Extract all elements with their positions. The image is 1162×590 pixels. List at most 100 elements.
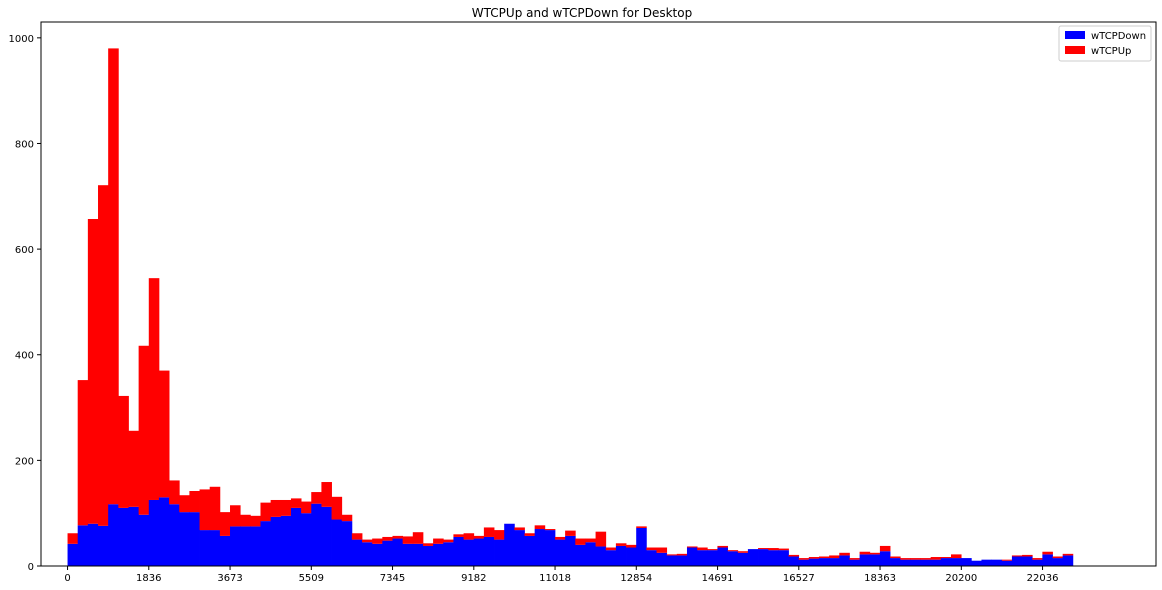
bar-wtcpdown [961,558,972,566]
bar-wtcpup [1001,559,1013,561]
legend-swatch-wtcpdown [1065,31,1085,39]
bar-wtcpdown [595,546,607,566]
bar-wtcpup [270,499,282,517]
bar-wtcpup [808,557,820,559]
bar-wtcpup [209,486,221,531]
bar-wtcpdown [1022,556,1033,566]
y-tick-label: 600 [15,245,34,256]
bar-wtcpup [341,514,353,522]
bar-wtcpup [615,543,627,546]
bar-wtcpup [331,496,343,520]
bar-wtcpdown [138,514,150,566]
x-tick-label: 7345 [380,573,405,584]
bar-wtcpup [554,536,566,540]
bar-wtcpdown [412,543,424,566]
bar-wtcpup [311,492,322,504]
bar-wtcpup [392,535,404,539]
bar-wtcpdown [362,542,373,566]
bar-wtcpdown [656,552,668,566]
bar-wtcpup [1052,556,1064,559]
y-tick-label: 0 [28,562,34,573]
bar-wtcpup [260,502,272,522]
bar-wtcpdown [179,512,190,566]
bar-wtcpup [940,557,952,559]
bar-wtcpup [483,527,495,537]
bar-wtcpdown [646,550,657,566]
bar-wtcpdown [1042,554,1053,566]
x-tick-label: 22036 [1027,573,1059,584]
bar-wtcpdown [890,558,901,566]
bar-wtcpup [544,529,556,531]
bar-wtcpup [595,531,607,547]
bar-wtcpup [920,558,932,560]
bar-wtcpup [788,554,800,557]
bar-wtcpup [290,498,302,508]
bar-wtcpup [758,548,769,550]
x-tick-label: 3673 [217,573,242,584]
bar-wtcpup [849,558,860,560]
bar-wtcpdown [991,559,1003,566]
bar-wtcpup [473,535,485,539]
bar-wtcpup [443,539,454,543]
bar-wtcpdown [504,523,515,566]
bar-wtcpup [829,555,840,559]
legend: wTCPDown wTCPUp [1058,25,1152,62]
bar-wtcpdown [1032,559,1043,566]
bar-wtcpdown [910,559,921,566]
bar-wtcpup [900,558,911,560]
bar-wtcpdown [626,547,637,566]
bar-wtcpup [869,552,881,555]
y-tick-label: 1000 [9,34,34,45]
bar-wtcpdown [686,547,698,566]
bar-wtcpdown [443,542,454,566]
bar-wtcpup [818,556,830,559]
bar-wtcpup [514,527,525,531]
bar-wtcpup [433,538,444,544]
bar-wtcpup [839,552,850,556]
bar-wtcpdown [778,550,789,566]
bar-wtcpdown [676,555,688,566]
bar-wtcpup [67,533,79,544]
x-tick-label: 5509 [299,573,324,584]
bar-wtcpup [372,538,383,544]
bar-wtcpdown [311,503,322,566]
bar-wtcpdown [331,519,343,566]
bar-wtcpdown [615,545,627,566]
bar-wtcpdown [900,559,911,566]
bar-wtcpdown [950,558,962,566]
bar-wtcpup [859,551,871,555]
bar-wtcpup [676,553,688,556]
bar-wtcpdown [158,497,170,566]
bar-wtcpdown [260,521,272,566]
bar-wtcpup [138,345,150,515]
bar-wtcpup [199,489,211,531]
bar-wtcpdown [189,512,200,566]
bar-wtcpup [240,514,251,527]
bar-wtcpdown [930,559,942,566]
bar-wtcpdown [240,526,251,566]
bar-wtcpdown [565,535,576,566]
bar-wtcpdown [707,550,718,566]
bar-wtcpup [158,370,170,498]
bar-wtcpdown [1001,560,1013,566]
x-tick-label: 12854 [620,573,652,584]
bar-wtcpdown [148,499,160,566]
bar-wtcpup [118,395,129,508]
legend-swatch-wtcpup [1065,46,1085,54]
bar-wtcpdown [209,530,221,566]
bar-wtcpup [382,536,393,541]
bar-wtcpdown [250,526,261,566]
bar-wtcpdown [758,549,769,566]
bar-wtcpdown [788,556,800,566]
bar-wtcpup [422,543,434,546]
bar-wtcpup [707,549,718,551]
bar-wtcpdown [1062,555,1074,566]
bar-wtcpdown [422,545,434,566]
bar-wtcpup [879,545,891,552]
bar-wtcpup [463,533,475,540]
bar-wtcpdown [1052,558,1064,566]
bar-wtcpdown [463,539,475,566]
bar-wtcpdown [77,525,89,566]
bar-wtcpdown [219,535,231,566]
